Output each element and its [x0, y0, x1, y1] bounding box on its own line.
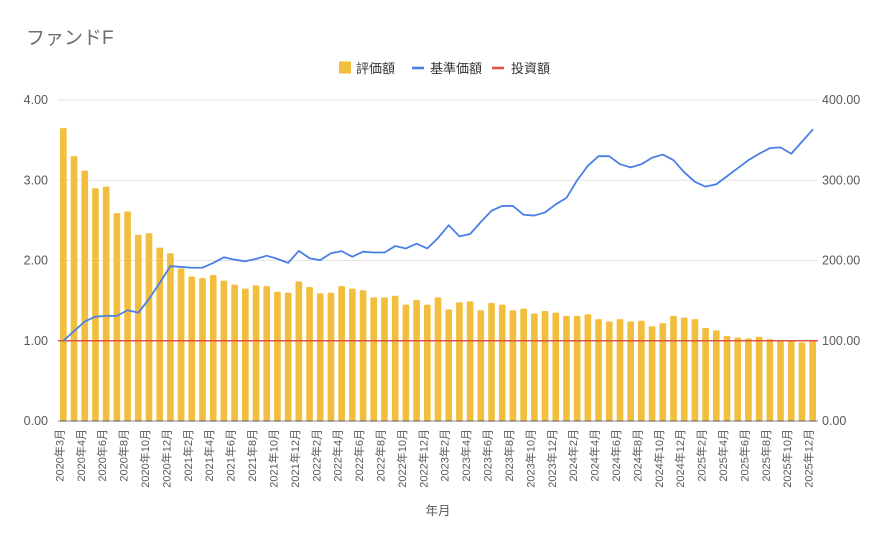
svg-text:2020年8月: 2020年8月	[117, 429, 131, 482]
svg-text:300.00: 300.00	[822, 173, 860, 187]
svg-text:2023年12月: 2023年12月	[545, 429, 559, 488]
svg-text:2023年6月: 2023年6月	[481, 429, 495, 482]
svg-text:2023年4月: 2023年4月	[459, 429, 473, 482]
svg-text:2020年10月: 2020年10月	[138, 429, 152, 488]
svg-text:2022年10月: 2022年10月	[395, 429, 409, 488]
svg-text:2022年6月: 2022年6月	[352, 429, 366, 482]
svg-text:2023年2月: 2023年2月	[438, 429, 452, 482]
svg-text:3.00: 3.00	[24, 173, 48, 187]
svg-text:2021年4月: 2021年4月	[202, 429, 216, 482]
svg-text:4.00: 4.00	[24, 93, 48, 107]
svg-text:2.00: 2.00	[24, 254, 48, 268]
svg-text:2023年10月: 2023年10月	[523, 429, 537, 488]
svg-text:年月: 年月	[425, 504, 450, 518]
svg-text:2021年12月: 2021年12月	[288, 429, 302, 488]
svg-text:2021年8月: 2021年8月	[245, 429, 259, 482]
svg-text:2021年2月: 2021年2月	[181, 429, 195, 482]
svg-text:2021年6月: 2021年6月	[224, 429, 238, 482]
svg-text:2024年10月: 2024年10月	[652, 429, 666, 488]
svg-text:2025年2月: 2025年2月	[695, 429, 709, 482]
svg-text:2025年4月: 2025年4月	[716, 429, 730, 482]
svg-text:評価額: 評価額	[356, 61, 395, 76]
svg-text:400.00: 400.00	[822, 93, 860, 107]
svg-text:2024年2月: 2024年2月	[566, 429, 580, 482]
svg-text:2020年3月: 2020年3月	[52, 429, 66, 482]
svg-text:2025年10月: 2025年10月	[780, 429, 794, 488]
svg-text:2022年2月: 2022年2月	[309, 429, 323, 482]
svg-text:0.00: 0.00	[24, 414, 48, 428]
svg-text:2020年6月: 2020年6月	[95, 429, 109, 482]
svg-text:2022年4月: 2022年4月	[331, 429, 345, 482]
svg-text:2025年12月: 2025年12月	[802, 429, 816, 488]
svg-text:2025年6月: 2025年6月	[737, 429, 751, 482]
svg-text:2020年4月: 2020年4月	[74, 429, 88, 482]
svg-text:2022年8月: 2022年8月	[373, 429, 387, 482]
svg-text:投資額: 投資額	[511, 61, 550, 76]
svg-text:2023年8月: 2023年8月	[502, 429, 516, 482]
svg-text:2021年10月: 2021年10月	[266, 429, 280, 488]
svg-text:2024年4月: 2024年4月	[588, 429, 602, 482]
svg-text:1.00: 1.00	[24, 334, 48, 348]
svg-text:2025年8月: 2025年8月	[759, 429, 773, 482]
svg-text:200.00: 200.00	[822, 254, 860, 268]
svg-text:2024年6月: 2024年6月	[609, 429, 623, 482]
svg-text:2024年8月: 2024年8月	[630, 429, 644, 482]
svg-text:2022年12月: 2022年12月	[416, 429, 430, 488]
svg-text:基準価額: 基準価額	[430, 61, 482, 76]
svg-text:2024年12月: 2024年12月	[673, 429, 687, 488]
svg-text:100.00: 100.00	[822, 334, 860, 348]
svg-text:0.00: 0.00	[822, 414, 846, 428]
svg-text:2020年12月: 2020年12月	[159, 429, 173, 488]
